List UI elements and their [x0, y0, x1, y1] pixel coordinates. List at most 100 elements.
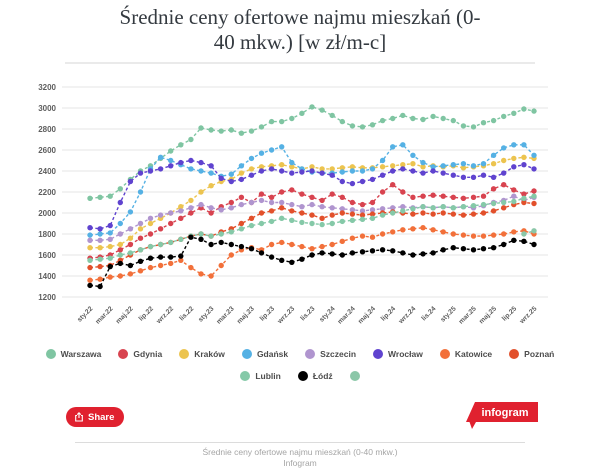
data-point-Wrocław[interactable] [238, 176, 245, 183]
data-point-Poznań[interactable] [309, 212, 315, 218]
data-point-Wrocław[interactable] [178, 159, 184, 166]
data-point-Poznań[interactable] [299, 210, 305, 216]
data-point-Kraków[interactable] [107, 243, 113, 250]
share-button[interactable]: Share [66, 407, 125, 427]
data-point-Lublin[interactable] [299, 219, 305, 226]
data-point-Poznań[interactable] [268, 208, 275, 214]
data-point-Wrocław[interactable] [208, 163, 214, 169]
data-point-Wrocław[interactable] [218, 175, 224, 181]
data-point-Szczecin[interactable] [268, 199, 275, 206]
data-point-Wrocław[interactable] [248, 172, 255, 178]
data-point-Wrocław[interactable] [157, 166, 164, 172]
data-point-Katowice[interactable] [480, 233, 487, 239]
data-point-Wrocław[interactable] [147, 168, 154, 174]
data-point-Szczecin[interactable] [511, 193, 517, 199]
data-point-Kraków[interactable] [97, 245, 103, 251]
data-point-Gdynia[interactable] [470, 194, 477, 200]
data-point-Gdynia[interactable] [279, 189, 285, 195]
data-point-Wrocław[interactable] [400, 166, 406, 172]
data-point-Lublin[interactable] [319, 221, 325, 228]
data-point-Katowice[interactable] [490, 232, 497, 238]
data-point-Lublin[interactable] [440, 204, 446, 210]
data-point-Warszawa[interactable] [188, 136, 194, 143]
data-point-Gdańsk[interactable] [168, 157, 174, 164]
data-point-Gdańsk[interactable] [379, 157, 386, 164]
data-point-Lublin[interactable] [289, 217, 295, 223]
data-point-Łódź[interactable] [107, 263, 113, 270]
data-point-Warszawa[interactable] [440, 115, 446, 122]
data-point-Gdynia[interactable] [379, 189, 386, 195]
data-point-Wrocław[interactable] [410, 168, 416, 174]
data-point-Kraków[interactable] [501, 157, 507, 164]
data-point-Poznań[interactable] [450, 211, 456, 217]
data-point-Gdynia[interactable] [127, 241, 134, 248]
data-point-Warszawa[interactable] [87, 195, 93, 201]
data-point-Łódź[interactable] [178, 253, 184, 259]
data-point-Wrocław[interactable] [228, 178, 234, 185]
data-point-unnamed[interactable] [531, 228, 537, 234]
data-point-Lublin[interactable] [258, 220, 265, 227]
legend-item-Gdynia[interactable]: Gdynia [118, 349, 162, 359]
data-point-Warszawa[interactable] [329, 112, 335, 119]
data-point-Gdańsk[interactable] [127, 209, 134, 215]
data-point-Łódź[interactable] [218, 239, 224, 246]
data-point-Kraków[interactable] [137, 226, 144, 232]
data-point-Gdynia[interactable] [147, 231, 154, 237]
data-point-Wrocław[interactable] [168, 163, 174, 169]
data-point-Warszawa[interactable] [400, 112, 406, 119]
data-point-Poznań[interactable] [521, 199, 527, 206]
data-point-Gdańsk[interactable] [208, 170, 214, 176]
data-point-Łódź[interactable] [511, 237, 517, 243]
data-point-Szczecin[interactable] [359, 208, 366, 214]
data-point-Gdańsk[interactable] [410, 152, 416, 158]
data-point-Poznań[interactable] [430, 211, 436, 217]
legend-item-unnamed[interactable] [349, 371, 360, 381]
data-point-Szczecin[interactable] [218, 207, 224, 213]
data-point-Poznań[interactable] [97, 263, 103, 270]
data-point-Lublin[interactable] [97, 256, 103, 262]
data-point-Poznań[interactable] [258, 210, 265, 216]
data-point-Warszawa[interactable] [470, 124, 477, 130]
data-point-Gdańsk[interactable] [400, 142, 406, 148]
legend-item-Szczecin[interactable]: Szczecin [305, 349, 356, 359]
data-point-Wrocław[interactable] [188, 157, 194, 164]
data-point-Szczecin[interactable] [379, 206, 386, 212]
data-point-Gdynia[interactable] [390, 182, 396, 188]
data-point-Szczecin[interactable] [339, 206, 345, 212]
data-point-Łódź[interactable] [400, 250, 406, 256]
data-point-Lublin[interactable] [521, 195, 527, 201]
data-point-Wrocław[interactable] [460, 174, 467, 180]
data-point-Warszawa[interactable] [319, 107, 325, 113]
data-point-Łódź[interactable] [440, 247, 446, 253]
data-point-Warszawa[interactable] [420, 116, 426, 123]
caption-infogram-link[interactable]: Infogram [283, 457, 317, 468]
data-point-Szczecin[interactable] [127, 226, 134, 232]
data-point-Katowice[interactable] [359, 233, 366, 239]
data-point-Wrocław[interactable] [97, 226, 103, 232]
data-point-Warszawa[interactable] [379, 117, 386, 124]
data-point-Lublin[interactable] [400, 208, 406, 214]
data-point-Lublin[interactable] [339, 218, 345, 225]
data-point-Wrocław[interactable] [258, 168, 265, 174]
data-point-Łódź[interactable] [430, 250, 436, 256]
data-point-Katowice[interactable] [470, 233, 477, 239]
data-point-Szczecin[interactable] [289, 201, 295, 208]
data-point-Gdańsk[interactable] [97, 231, 103, 237]
data-point-Warszawa[interactable] [511, 110, 517, 116]
data-point-Warszawa[interactable] [480, 120, 487, 126]
data-point-Warszawa[interactable] [218, 128, 224, 134]
data-point-Lublin[interactable] [511, 198, 517, 205]
data-point-Poznań[interactable] [420, 210, 426, 216]
data-point-Łódź[interactable] [521, 238, 527, 244]
data-point-Warszawa[interactable] [460, 123, 467, 129]
data-point-Gdynia[interactable] [299, 191, 305, 197]
data-point-Gdynia[interactable] [117, 247, 124, 253]
data-point-Warszawa[interactable] [450, 117, 456, 124]
data-point-Gdańsk[interactable] [157, 154, 164, 160]
data-point-Gdynia[interactable] [440, 193, 446, 199]
data-point-Gdańsk[interactable] [279, 144, 285, 150]
data-point-Wrocław[interactable] [521, 162, 527, 168]
data-point-Łódź[interactable] [329, 251, 335, 257]
data-point-Łódź[interactable] [450, 245, 456, 251]
data-point-Łódź[interactable] [410, 252, 416, 258]
